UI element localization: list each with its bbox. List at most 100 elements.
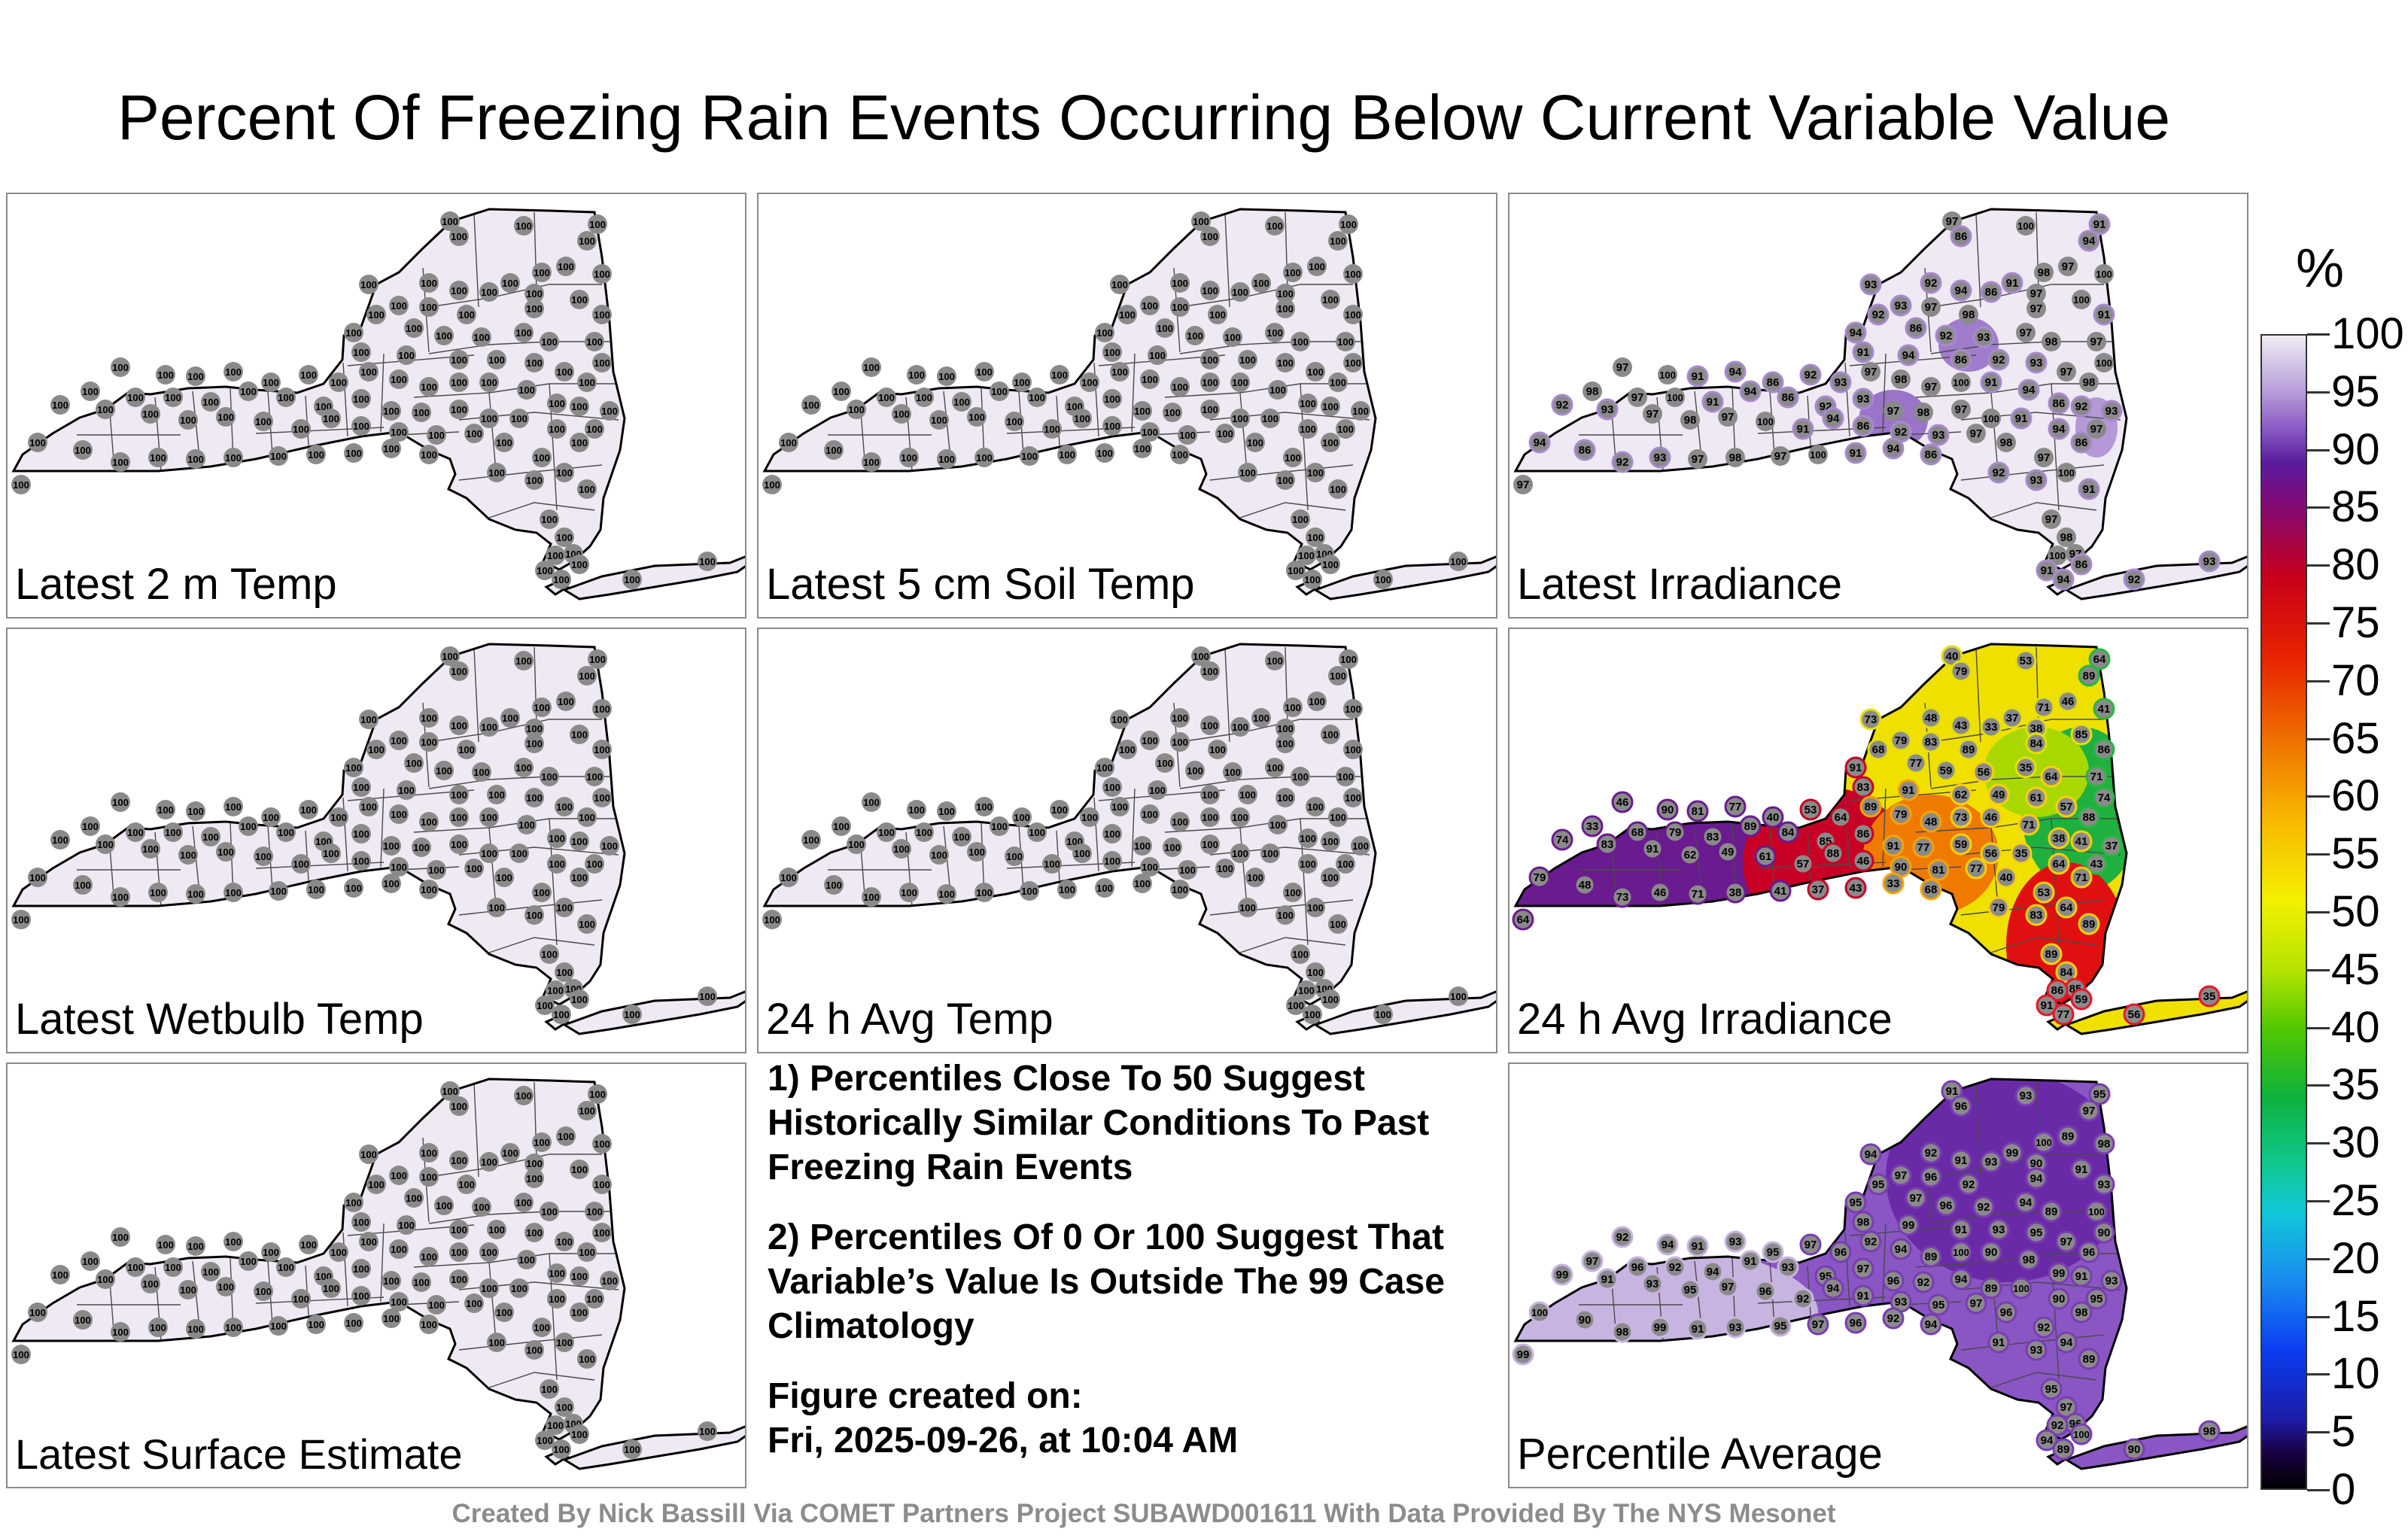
station-value: 100 [225, 887, 242, 898]
station-value: 91 [1601, 1273, 1614, 1286]
station-marker [1987, 896, 2010, 919]
station-marker [779, 433, 798, 452]
map-panel-latest-irradiance: 97 100 91 94 86 92 93 97 98 97 100 91 94 86 92 93 97 98 97… [1508, 193, 2248, 619]
station-marker [1852, 822, 1874, 845]
station-value: 100 [556, 1402, 573, 1413]
station-marker [479, 807, 499, 827]
station-marker [1724, 1230, 1747, 1253]
station-value: 64 [2053, 858, 2066, 871]
station-marker [1050, 365, 1069, 385]
region-lime [1984, 727, 2089, 817]
station-value: 35 [2020, 761, 2033, 774]
station-marker [1822, 1277, 1844, 1299]
station-value: 74 [1556, 834, 1569, 847]
map-panel-24h-avg-irradiance: 40 53 64 89 79 48 73 46 71 38 41 37 43 33 68 79 83 89 84 85… [1508, 628, 2248, 1053]
station-marker [2046, 1414, 2069, 1436]
station-marker [2078, 664, 2100, 687]
station-value: 100 [537, 1000, 553, 1011]
station-marker [1230, 372, 1250, 392]
station-value: 100 [1352, 840, 1369, 852]
station-value: 100 [1081, 812, 1098, 823]
station-value: 97 [1804, 1239, 1817, 1251]
station-value: 100 [488, 1224, 505, 1236]
station-marker [1859, 708, 1882, 731]
station-marker [329, 372, 348, 392]
station-marker [2055, 896, 2078, 919]
station-marker [2088, 648, 2111, 670]
station-marker [1513, 475, 1533, 494]
station-value: 100 [594, 269, 610, 280]
station-marker [1251, 708, 1271, 728]
station-value: 100 [127, 827, 144, 838]
county-border [488, 1372, 595, 1388]
station-marker [351, 416, 371, 436]
station-marker [111, 452, 130, 472]
station-value: 100 [391, 374, 407, 385]
station-value: 100 [202, 397, 219, 408]
county-border [380, 1223, 385, 1302]
station-value: 100 [579, 236, 595, 247]
panel-label: 24 h Avg Temp [766, 995, 1054, 1044]
station-marker [600, 401, 619, 421]
station-value: 100 [1330, 670, 1346, 682]
station-value: 94 [1827, 412, 1840, 425]
station-value: 40 [2000, 871, 2013, 884]
station-marker [514, 1193, 534, 1212]
station-value: 92 [1616, 456, 1629, 469]
station-value: 100 [1239, 467, 1256, 479]
station-marker [524, 905, 544, 925]
station-value: 93 [1865, 278, 1877, 291]
panel-label: Latest Wetbulb Temp [15, 995, 424, 1044]
station-value: 100 [601, 406, 618, 417]
region-red-east [2006, 862, 2127, 1005]
station-value: 100 [571, 401, 588, 412]
station-marker [1117, 305, 1137, 324]
station-marker [2025, 351, 2048, 374]
station-value: 92 [2051, 1419, 2064, 1432]
station-value: 99 [1556, 1269, 1569, 1281]
station-value: 100 [1285, 887, 1301, 898]
station-marker [2093, 1173, 2115, 1196]
station-value: 100 [1104, 421, 1120, 432]
station-value: 97 [2060, 1401, 2073, 1414]
station-value: 53 [2020, 655, 2033, 667]
station-value: 100 [428, 865, 445, 876]
station-marker [1927, 424, 1950, 446]
station-marker [412, 403, 431, 422]
station-marker [1110, 362, 1130, 381]
station-marker [1102, 389, 1122, 409]
station-value: 89 [2045, 1205, 2058, 1218]
station-value: 100 [579, 919, 595, 930]
station-marker [2057, 362, 2076, 381]
station-marker [1512, 1343, 1534, 1366]
station-marker [2034, 263, 2054, 282]
station-value: 84 [1782, 826, 1795, 839]
station-marker [532, 698, 552, 717]
station-marker [1965, 1292, 1987, 1315]
station-marker [419, 377, 439, 397]
station-value: 92 [2075, 400, 2088, 413]
county-border [1990, 502, 2097, 518]
station-marker [50, 830, 70, 850]
station-value: 100 [916, 827, 932, 838]
station-value: 92 [1887, 1312, 1900, 1325]
station-value: 99 [2053, 1267, 2066, 1280]
station-marker [1140, 422, 1160, 442]
station-value: 100 [526, 910, 543, 921]
station-value: 83 [2030, 909, 2043, 922]
station-marker [2036, 559, 2058, 582]
station-value: 100 [225, 366, 242, 378]
station-marker [2017, 378, 2040, 401]
station-value: 100 [451, 839, 467, 850]
station-value: 100 [825, 880, 842, 891]
colorbar-tick-label: 100 [2331, 309, 2404, 358]
colorbar-tick [2307, 1489, 2330, 1491]
station-marker [1170, 377, 1190, 397]
station-marker [344, 758, 363, 777]
station-value: 100 [270, 451, 287, 462]
station-marker [514, 323, 534, 342]
station-marker [449, 716, 469, 735]
station-marker [269, 881, 288, 901]
station-value: 91 [1744, 1255, 1757, 1268]
station-marker [73, 440, 93, 460]
